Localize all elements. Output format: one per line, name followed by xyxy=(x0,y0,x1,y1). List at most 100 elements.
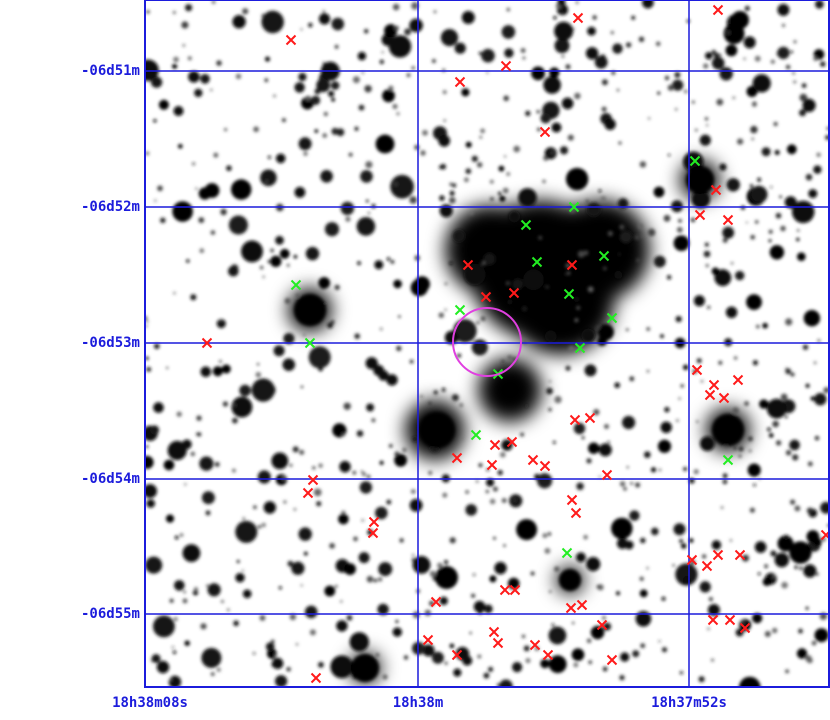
star xyxy=(639,589,648,598)
star xyxy=(305,246,320,261)
star xyxy=(567,134,574,141)
star xyxy=(461,88,470,97)
star xyxy=(267,155,271,159)
star xyxy=(153,615,175,638)
star xyxy=(409,18,423,33)
star xyxy=(772,575,775,578)
star xyxy=(680,384,684,388)
star xyxy=(286,263,290,267)
star xyxy=(777,3,790,16)
star xyxy=(618,253,621,256)
star xyxy=(777,535,794,552)
star xyxy=(221,364,231,374)
star xyxy=(777,46,790,60)
star xyxy=(754,541,767,553)
star xyxy=(501,25,516,39)
star xyxy=(813,361,817,365)
red-marker xyxy=(704,389,716,401)
star xyxy=(284,298,291,304)
star xyxy=(611,70,616,75)
star xyxy=(444,560,448,565)
dec-label: -06d52m xyxy=(81,199,140,215)
star xyxy=(169,598,174,603)
star xyxy=(478,51,482,55)
star xyxy=(639,161,647,168)
star xyxy=(711,49,717,55)
star xyxy=(339,461,351,473)
star xyxy=(316,501,322,507)
red-marker xyxy=(708,379,720,391)
star xyxy=(259,615,266,621)
red-marker xyxy=(310,672,322,684)
star xyxy=(185,4,193,12)
star xyxy=(190,294,197,301)
star xyxy=(676,226,683,233)
star xyxy=(761,147,771,157)
star xyxy=(815,436,819,441)
star xyxy=(390,260,395,264)
star xyxy=(216,60,222,66)
star xyxy=(557,0,566,6)
red-marker xyxy=(509,584,521,596)
star xyxy=(471,593,476,598)
star xyxy=(521,634,526,639)
star xyxy=(488,666,494,672)
star xyxy=(802,98,816,112)
star xyxy=(548,408,552,412)
star xyxy=(145,484,157,499)
red-marker xyxy=(422,634,434,646)
star xyxy=(707,305,711,309)
star xyxy=(295,643,299,646)
red-marker xyxy=(539,460,551,472)
star xyxy=(752,360,759,366)
star xyxy=(604,424,609,429)
star xyxy=(693,295,705,307)
star xyxy=(294,82,305,93)
green-marker xyxy=(606,312,618,324)
star xyxy=(382,89,395,103)
star xyxy=(782,24,785,27)
star xyxy=(149,425,160,435)
star xyxy=(601,615,607,621)
star xyxy=(169,678,173,681)
red-marker xyxy=(570,507,582,519)
star xyxy=(503,95,510,102)
star xyxy=(492,486,498,492)
star xyxy=(278,586,282,590)
star xyxy=(772,420,779,428)
star xyxy=(700,436,715,451)
star xyxy=(424,609,431,616)
star xyxy=(802,344,809,350)
star xyxy=(540,113,551,124)
star xyxy=(493,536,496,540)
star xyxy=(611,517,633,540)
star xyxy=(441,387,446,392)
star xyxy=(486,71,489,74)
star xyxy=(600,196,607,202)
star xyxy=(542,533,548,538)
star xyxy=(228,215,248,235)
star xyxy=(581,436,585,440)
star xyxy=(596,584,601,589)
star xyxy=(766,398,787,419)
green-marker xyxy=(531,256,543,268)
star xyxy=(563,273,566,276)
star xyxy=(506,281,510,286)
star xyxy=(644,451,651,459)
star xyxy=(279,248,290,259)
star xyxy=(719,163,727,171)
red-marker xyxy=(576,599,588,611)
star xyxy=(453,319,477,343)
red-marker xyxy=(572,12,584,24)
star xyxy=(220,600,224,603)
star xyxy=(750,235,755,240)
star xyxy=(293,508,297,511)
star xyxy=(199,456,214,471)
star xyxy=(375,506,388,520)
star xyxy=(444,308,447,311)
star xyxy=(428,470,433,475)
image-frame xyxy=(144,0,830,688)
star xyxy=(322,133,328,138)
star xyxy=(460,437,463,440)
star xyxy=(239,384,251,397)
